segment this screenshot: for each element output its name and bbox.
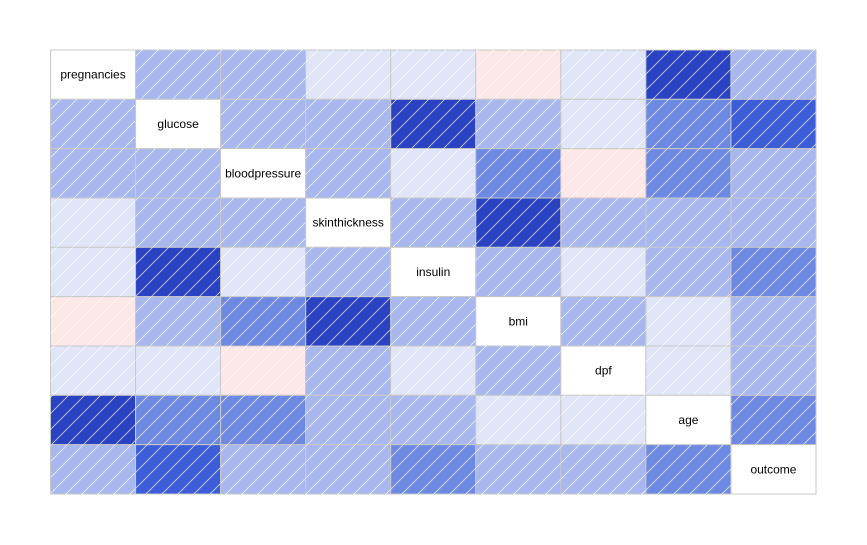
variable-label-dpf: dpf xyxy=(595,364,612,378)
hatch-overlay xyxy=(306,395,391,444)
hatch-overlay xyxy=(136,297,221,346)
hatch-overlay xyxy=(391,50,476,99)
hatch-overlay xyxy=(391,346,476,395)
hatch-overlay xyxy=(391,149,476,198)
hatch-overlay xyxy=(561,198,646,247)
hatch-overlay xyxy=(221,99,306,148)
hatch-overlay xyxy=(51,198,136,247)
hatch-overlay xyxy=(646,445,731,494)
hatch-overlay xyxy=(51,149,136,198)
hatch-overlay xyxy=(136,445,221,494)
hatch-overlay xyxy=(51,346,136,395)
hatch-overlay xyxy=(561,247,646,296)
hatch-overlay xyxy=(221,198,306,247)
hatch-overlay xyxy=(476,149,561,198)
hatch-overlay xyxy=(136,50,221,99)
hatch-overlay xyxy=(561,149,646,198)
hatch-overlay xyxy=(391,297,476,346)
hatch-overlay xyxy=(731,395,816,444)
hatch-overlay xyxy=(476,99,561,148)
hatch-overlay xyxy=(221,50,306,99)
hatch-overlay xyxy=(731,198,816,247)
hatch-overlay xyxy=(476,247,561,296)
hatch-overlay xyxy=(51,445,136,494)
hatch-overlay xyxy=(731,99,816,148)
hatch-overlay xyxy=(561,297,646,346)
hatch-overlay xyxy=(476,50,561,99)
hatch-overlay xyxy=(646,99,731,148)
hatch-overlay xyxy=(731,149,816,198)
variable-label-age: age xyxy=(678,413,698,427)
hatch-overlay xyxy=(306,346,391,395)
hatch-overlay xyxy=(646,149,731,198)
hatch-overlay xyxy=(561,445,646,494)
hatch-overlay xyxy=(306,149,391,198)
hatch-overlay xyxy=(306,445,391,494)
variable-label-glucose: glucose xyxy=(157,117,199,131)
hatch-overlay xyxy=(136,247,221,296)
hatch-overlay xyxy=(51,247,136,296)
hatch-overlay xyxy=(646,297,731,346)
variable-label-insulin: insulin xyxy=(416,265,450,279)
hatch-overlay xyxy=(221,395,306,444)
hatch-overlay xyxy=(476,346,561,395)
hatch-overlay xyxy=(136,198,221,247)
hatch-overlay xyxy=(221,346,306,395)
hatch-overlay xyxy=(221,247,306,296)
hatch-overlay xyxy=(646,346,731,395)
hatch-overlay xyxy=(221,297,306,346)
hatch-overlay xyxy=(731,247,816,296)
hatch-overlay xyxy=(476,445,561,494)
hatch-overlay xyxy=(136,149,221,198)
hatch-overlay xyxy=(306,297,391,346)
variable-label-outcome: outcome xyxy=(750,462,796,476)
hatch-overlay xyxy=(561,99,646,148)
hatch-overlay xyxy=(476,198,561,247)
hatch-overlay xyxy=(476,395,561,444)
hatch-overlay xyxy=(306,99,391,148)
hatch-overlay xyxy=(561,50,646,99)
hatch-overlay xyxy=(391,395,476,444)
hatch-overlay xyxy=(306,50,391,99)
hatch-overlay xyxy=(731,346,816,395)
variable-label-pregnancies: pregnancies xyxy=(60,68,125,82)
hatch-overlay xyxy=(561,395,646,444)
hatch-overlay xyxy=(136,395,221,444)
variable-label-skinthickness: skinthickness xyxy=(313,216,384,230)
hatch-overlay xyxy=(391,198,476,247)
variable-label-bloodpressure: bloodpressure xyxy=(225,166,301,180)
hatch-overlay xyxy=(51,395,136,444)
hatch-overlay xyxy=(646,247,731,296)
hatch-overlay xyxy=(51,297,136,346)
hatch-overlay xyxy=(221,445,306,494)
hatch-overlay xyxy=(391,445,476,494)
hatch-overlay xyxy=(391,99,476,148)
variable-label-bmi: bmi xyxy=(509,314,528,328)
hatch-overlay xyxy=(731,297,816,346)
hatch-overlay xyxy=(646,50,731,99)
hatch-overlay xyxy=(731,50,816,99)
hatch-overlay xyxy=(646,198,731,247)
hatch-overlay xyxy=(51,99,136,148)
hatch-overlay xyxy=(306,247,391,296)
hatch-overlay xyxy=(136,346,221,395)
